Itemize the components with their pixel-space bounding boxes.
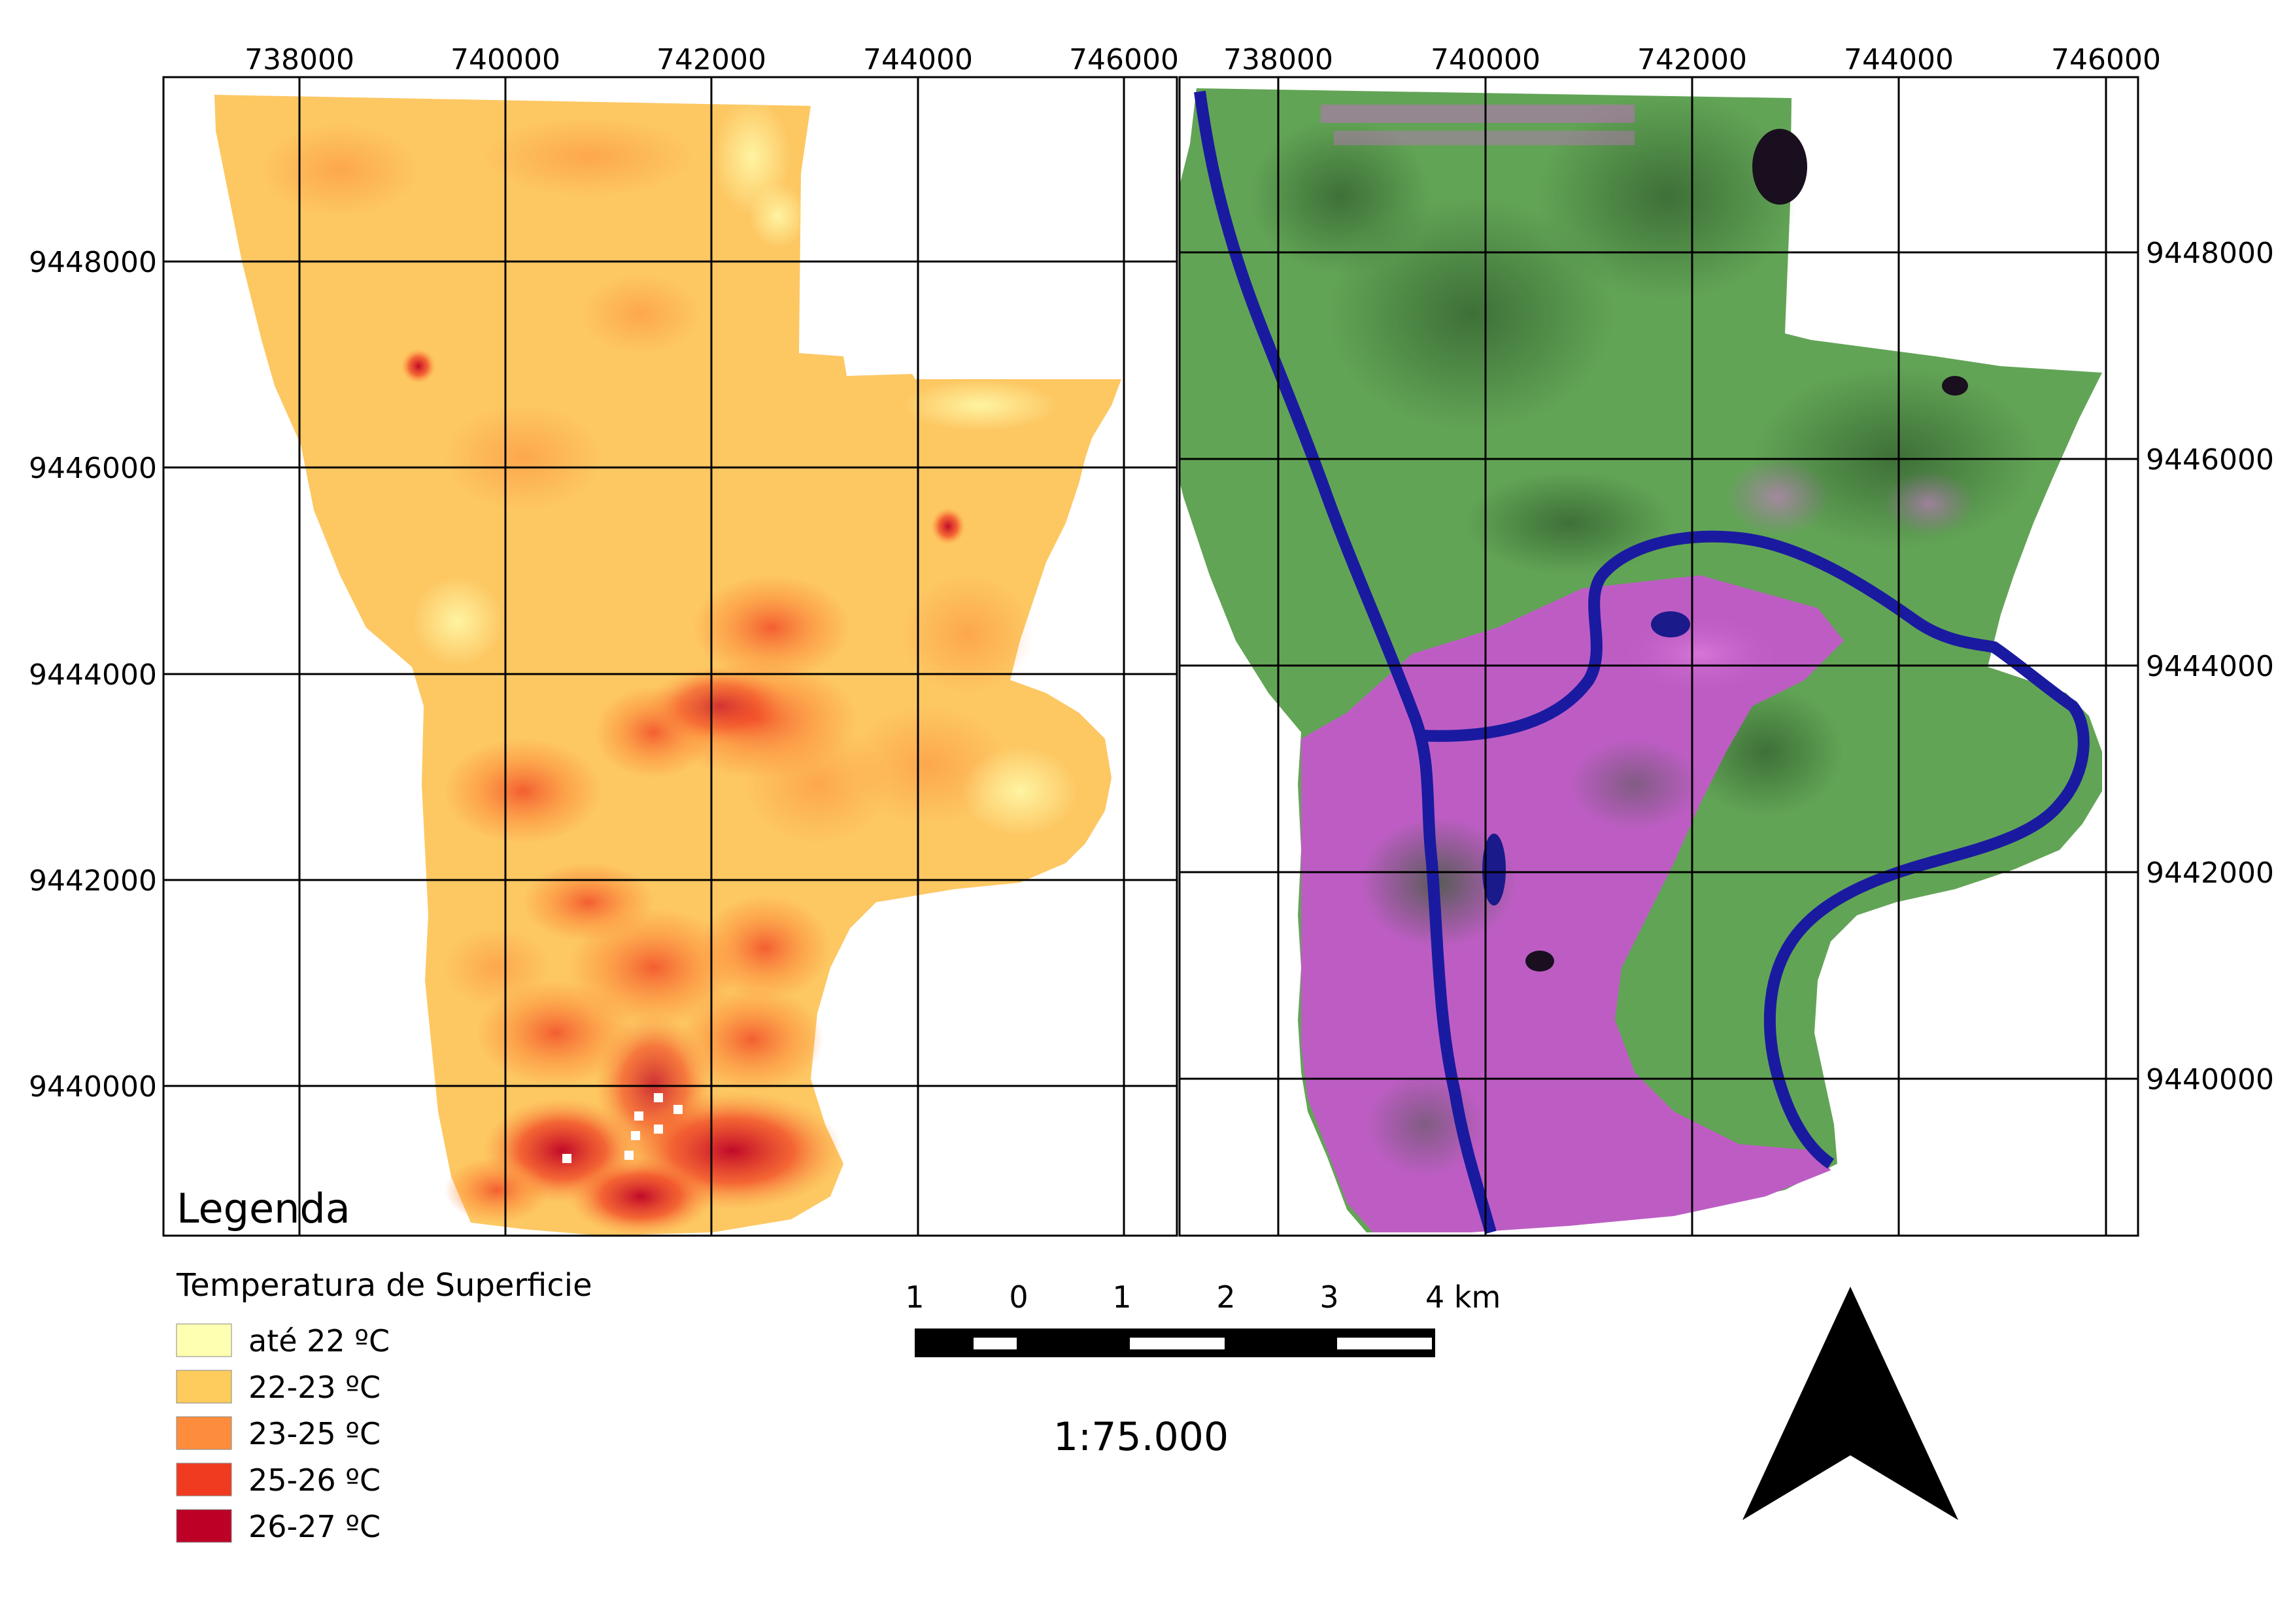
x-tick-label: 744000 (863, 43, 973, 76)
lake (1482, 834, 1506, 905)
scale-label: 1 (905, 1279, 924, 1315)
lake (1942, 376, 1968, 396)
y-tick-label: 9444000 (2146, 650, 2274, 683)
lake (1525, 951, 1554, 972)
river-western-channel (1194, 90, 1497, 1234)
y-tick-label: 9444000 (29, 658, 157, 692)
legend-item-label: 26-27 ºC (248, 1509, 381, 1544)
legend-swatch (176, 1463, 232, 1497)
legend-title: Temperatura de Superficie (176, 1267, 592, 1304)
right-map-frame (1178, 76, 2139, 1237)
y-tick-label: 9446000 (2146, 443, 2274, 477)
x-tick-label: 746000 (2051, 43, 2161, 76)
lake (1651, 611, 1690, 637)
x-tick-label: 744000 (1844, 43, 1954, 76)
scale-ratio: 1:75.000 (1053, 1414, 1229, 1460)
y-tick-label: 9442000 (2146, 856, 2274, 890)
x-tick-label: 738000 (245, 43, 354, 76)
scale-label: 4 km (1425, 1279, 1501, 1315)
legend-swatch (176, 1509, 232, 1543)
no-data-pixels (562, 1093, 683, 1163)
scale-label: 2 (1216, 1279, 1235, 1315)
legend-item-label: até 22 ºC (248, 1323, 390, 1359)
x-tick-label: 740000 (450, 43, 560, 76)
legend-heading: Legenda (177, 1185, 350, 1232)
temperature-map-panel: 738000 740000 742000 744000 746000 94480… (29, 43, 1179, 1237)
satellite-map-panel: 738000 740000 742000 744000 746000 94480… (1178, 43, 2274, 1237)
scale-bar: 1 0 1 2 3 4 km 1:75.000 (905, 1279, 1501, 1460)
scale-label: 3 (1319, 1279, 1338, 1315)
legend-item-label: 25-26 ºC (248, 1463, 381, 1498)
right-grid (1180, 77, 2138, 1236)
y-tick-label: 9448000 (29, 246, 157, 279)
x-tick-label: 742000 (656, 43, 766, 76)
x-tick-label: 742000 (1637, 43, 1747, 76)
legend-swatch (176, 1370, 232, 1404)
y-tick-label: 9440000 (29, 1070, 157, 1104)
north-arrow-icon (1742, 1287, 1958, 1520)
y-tick-label: 9442000 (29, 864, 157, 898)
legend-swatch (176, 1416, 232, 1450)
lake (1752, 129, 1807, 205)
y-tick-label: 9446000 (29, 452, 157, 485)
left-grid (163, 77, 1177, 1236)
legend: Temperatura de Superficie até 22 ºC 22-2… (176, 1267, 592, 1544)
scale-label: 0 (1009, 1279, 1028, 1315)
x-tick-label: 740000 (1431, 43, 1540, 76)
legend-swatch (176, 1323, 232, 1357)
temperature-raster (214, 95, 1121, 1236)
x-tick-label: 738000 (1223, 43, 1333, 76)
legend-item-label: 22-23 ºC (248, 1370, 381, 1405)
legend-item-label: 23-25 ºC (248, 1416, 381, 1451)
scale-label: 1 (1112, 1279, 1131, 1315)
y-tick-label: 9448000 (2146, 237, 2274, 270)
left-map-frame (162, 76, 1178, 1237)
x-tick-label: 746000 (1069, 43, 1179, 76)
y-tick-label: 9440000 (2146, 1063, 2274, 1096)
